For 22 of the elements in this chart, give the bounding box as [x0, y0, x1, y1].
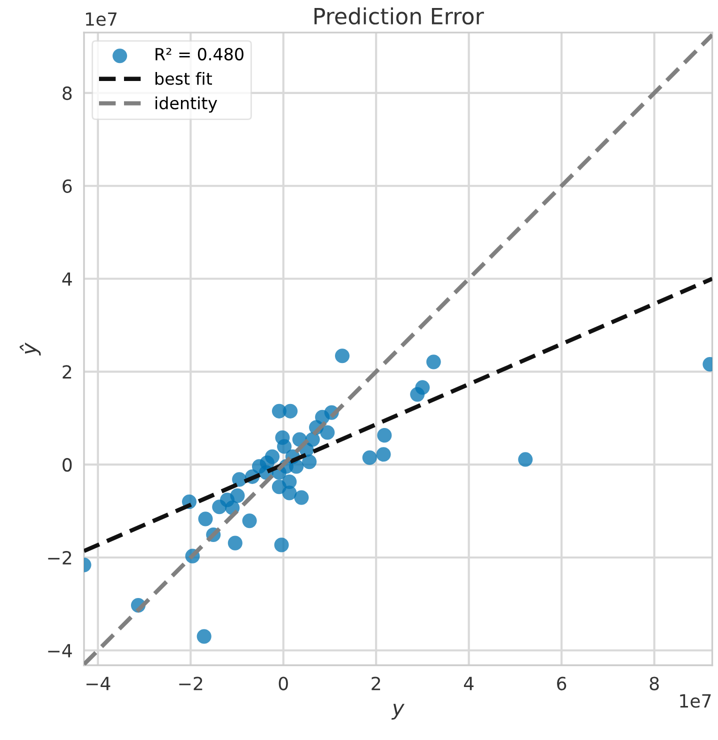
y-tick-label: 0	[62, 458, 72, 472]
chart-title: Prediction Error	[314, 7, 484, 25]
x-tick-label: 0	[278, 676, 288, 690]
y-tick-label: 8	[62, 86, 72, 100]
x-tick-label: 2	[372, 676, 380, 690]
x-tick-label: −4	[86, 676, 110, 690]
x-tick-label: 8	[650, 676, 659, 690]
legend-label: identity	[156, 96, 218, 113]
x-axis-title: y	[391, 704, 405, 720]
x-tick-label: −2	[179, 676, 202, 690]
y-tick-label: 2	[62, 365, 72, 379]
legend-label: R² = 0.480	[156, 48, 244, 60]
y-tick-label: −4	[48, 644, 72, 658]
x-tick-label: 6	[557, 676, 566, 690]
text: 1e7	[680, 694, 711, 708]
y-axis-title: ŷ	[20, 342, 41, 356]
x-tick-label: 4	[464, 676, 474, 690]
text: 1e7	[86, 12, 117, 26]
y-tick-label: 6	[62, 179, 72, 193]
legend-label: best fit	[156, 72, 212, 85]
y-tick-label: −2	[48, 550, 72, 564]
y-tick-label: 4	[62, 272, 72, 286]
